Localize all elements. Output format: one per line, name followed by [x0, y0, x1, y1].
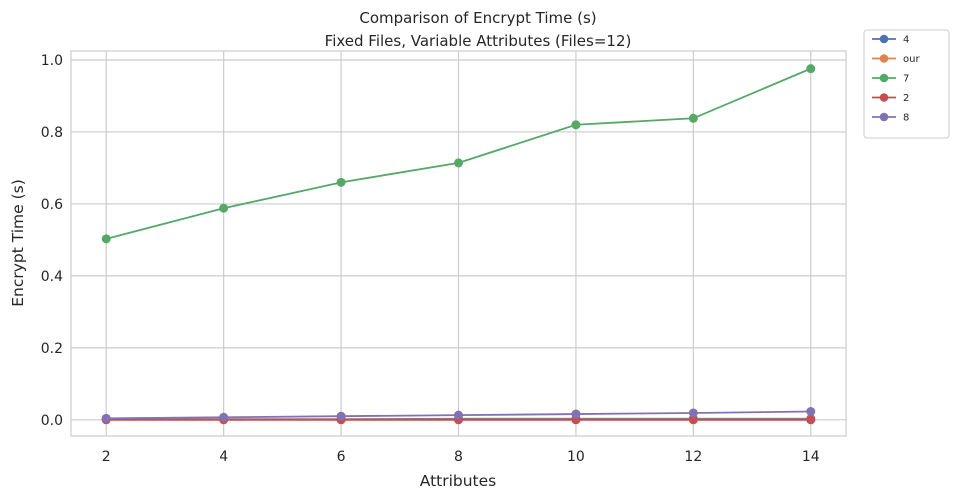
y-axis-label: Encrypt Time (s) — [9, 179, 27, 307]
data-point — [219, 412, 229, 422]
data-point — [688, 113, 698, 123]
legend-item: 4 — [872, 35, 909, 46]
data-point — [806, 407, 816, 417]
chart-subtitle: Fixed Files, Variable Attributes (Files=… — [325, 32, 632, 50]
legend-label: 8 — [903, 113, 909, 124]
legend-item: 2 — [872, 93, 909, 104]
x-tick-label: 12 — [684, 449, 702, 465]
data-point — [571, 120, 581, 130]
series-7 — [101, 64, 816, 244]
legend-marker — [879, 93, 889, 102]
tick-labels: 2 4 6 8 10 12 14 0.0 0.2 0.4 0.6 0.8 1.0 — [41, 53, 820, 465]
legend-marker — [879, 54, 889, 63]
x-tick-label: 2 — [102, 449, 111, 465]
y-tick-label: 0.8 — [41, 125, 63, 141]
legend-marker — [879, 34, 889, 44]
data-point — [101, 413, 111, 423]
y-tick-label: 0.2 — [41, 341, 63, 357]
legend-item: our — [872, 54, 920, 65]
data-point — [336, 411, 346, 421]
chart-title: Comparison of Encrypt Time (s) — [359, 9, 596, 27]
grid — [71, 51, 846, 436]
data-point — [688, 408, 698, 418]
legend-item: 8 — [872, 113, 909, 124]
legend-label: 2 — [903, 93, 909, 104]
legend-label: 4 — [903, 35, 909, 46]
x-tick-label: 10 — [567, 449, 585, 465]
data-point — [219, 203, 229, 213]
y-tick-label: 0.0 — [41, 413, 63, 429]
y-tick-label: 1.0 — [41, 53, 63, 69]
y-tick-label: 0.6 — [41, 197, 63, 213]
data-point — [806, 64, 816, 74]
legend: 4 our 7 2 8 — [863, 29, 950, 139]
series-8 — [101, 407, 816, 423]
data-point — [101, 234, 111, 244]
x-tick-label: 14 — [802, 449, 820, 465]
x-tick-label: 6 — [337, 449, 346, 465]
data-point — [806, 415, 816, 425]
y-tick-label: 0.4 — [41, 269, 63, 285]
data-point — [454, 158, 463, 168]
series-layer — [101, 64, 816, 425]
x-tick-label: 4 — [219, 449, 228, 465]
x-tick-label: 8 — [454, 449, 463, 465]
plot-frame — [70, 50, 847, 437]
legend-item: 7 — [872, 74, 909, 85]
x-axis-label: Attributes — [420, 472, 497, 490]
data-point — [454, 410, 463, 420]
legend-marker — [879, 112, 889, 122]
data-point — [336, 177, 346, 187]
legend-label: 7 — [903, 74, 909, 85]
legend-marker — [879, 73, 889, 83]
legend-label: our — [903, 54, 920, 65]
data-point — [688, 415, 698, 425]
data-point — [571, 409, 581, 419]
